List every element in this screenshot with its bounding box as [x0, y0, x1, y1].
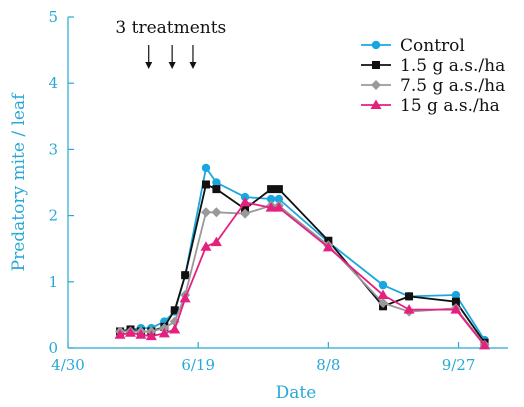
y-axis-title: Predatory mite / leaf [9, 92, 29, 271]
data-point [210, 236, 222, 247]
data-point [179, 292, 191, 303]
legend-item: 7.5 g a.s./ha [361, 76, 505, 96]
series-3 [114, 196, 491, 350]
data-point [239, 196, 251, 207]
data-point [322, 241, 334, 252]
legend-item: 15 g a.s./ha [361, 96, 500, 116]
data-point [114, 329, 126, 339]
legend-item: 1.5 g a.s./ha [361, 56, 505, 76]
data-point [274, 185, 283, 194]
x-ticks: 4/30 6/19 8/8 9/27 [51, 342, 475, 374]
data-point [479, 339, 491, 350]
legend-label: Control [400, 36, 465, 56]
data-point [274, 194, 284, 204]
legend-marker [370, 99, 382, 109]
data-point [145, 330, 157, 341]
data-point [450, 304, 462, 314]
series-layer [114, 163, 491, 350]
legend-marker [371, 40, 381, 50]
legend-marker [371, 80, 381, 90]
data-point [266, 194, 276, 204]
data-point [135, 329, 147, 339]
data-point [212, 178, 221, 187]
treatment-annotation-text: 3 treatments [115, 18, 226, 38]
x-tick-label: 4/30 [51, 356, 85, 374]
series-0 [115, 163, 489, 345]
data-point [378, 297, 389, 308]
y-tick-label: 4 [48, 74, 58, 92]
data-point [267, 185, 276, 194]
legend-label: 15 g a.s./ha [400, 96, 500, 116]
x-axis-title: Date [276, 383, 317, 403]
legend-item: Control [361, 36, 465, 56]
treatment-annotation: 3 treatments [115, 18, 226, 69]
data-point [403, 304, 415, 314]
data-point [211, 207, 222, 218]
data-point [451, 297, 460, 306]
legend-label: 7.5 g a.s./ha [400, 76, 505, 96]
data-point [212, 185, 221, 194]
series-2 [115, 200, 490, 350]
data-point [378, 280, 388, 290]
y-ticks: 0 1 2 3 4 5 [48, 8, 74, 357]
data-point [451, 290, 461, 300]
x-tick-label: 9/27 [442, 356, 476, 374]
chart-axes [67, 17, 508, 349]
data-point [377, 289, 389, 300]
treatment-arrow-head [145, 62, 153, 69]
y-tick-label: 5 [48, 8, 58, 26]
treatment-arrow-head [168, 62, 176, 69]
data-point [124, 327, 136, 337]
data-point [181, 271, 190, 280]
legend-label: 1.5 g a.s./ha [400, 56, 505, 76]
data-point [170, 306, 179, 315]
data-point [201, 180, 210, 189]
data-point [200, 241, 212, 251]
data-point [405, 292, 414, 301]
y-tick-label: 0 [48, 339, 58, 357]
y-tick-label: 1 [48, 273, 58, 291]
treatment-arrow-head [189, 62, 197, 69]
data-point [169, 323, 181, 334]
x-tick-label: 8/8 [316, 356, 340, 374]
data-point [158, 327, 170, 338]
data-point [265, 202, 277, 212]
data-point [200, 207, 211, 218]
data-point [240, 208, 251, 219]
data-point [201, 163, 211, 173]
data-point [273, 202, 285, 212]
x-tick-label: 6/19 [181, 356, 215, 374]
y-tick-label: 3 [48, 140, 58, 158]
legend-marker [372, 61, 380, 69]
y-tick-label: 2 [48, 207, 58, 225]
